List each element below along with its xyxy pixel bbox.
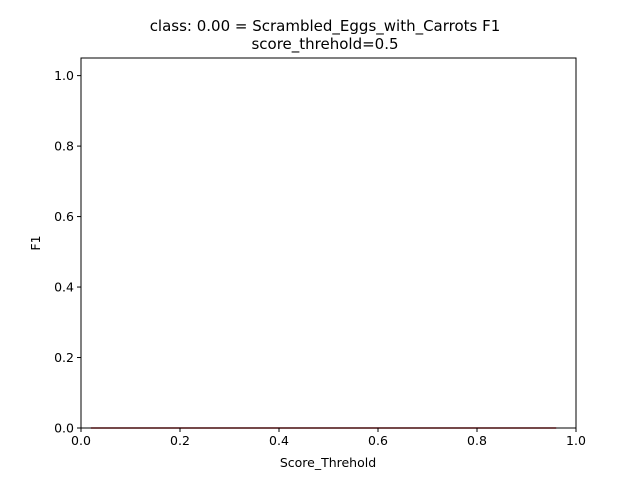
x-tick-label: 0.8: [467, 433, 487, 448]
x-tick-label: 0.2: [170, 433, 190, 448]
chart-title-line-2: score_threhold=0.5: [251, 35, 398, 54]
y-axis-label: F1: [28, 235, 43, 250]
x-tick-label: 1.0: [566, 433, 586, 448]
x-axis-label: Score_Threhold: [280, 455, 376, 470]
chart-title-line-1: class: 0.00 = Scrambled_Eggs_with_Carrot…: [150, 17, 501, 36]
y-tick-label: 1.0: [54, 68, 74, 83]
y-axis-ticks: 0.0 0.2 0.4 0.6 0.8 1.0: [54, 68, 81, 436]
y-tick-label: 0.8: [54, 139, 74, 154]
x-axis-ticks: 0.0 0.2 0.4 0.6 0.8 1.0: [71, 428, 586, 448]
y-tick-label: 0.0: [54, 421, 74, 436]
x-tick-label: 0.0: [71, 433, 91, 448]
x-tick-label: 0.4: [269, 433, 289, 448]
y-tick-label: 0.4: [54, 280, 74, 295]
axes-frame: [80, 57, 577, 429]
plot-area: 0.0 0.2 0.4 0.6 0.8 1.0 0.0 0.2 0.4 0.6 0.8 1.0: [54, 57, 586, 448]
y-tick-label: 0.6: [54, 209, 74, 224]
y-tick-label: 0.2: [54, 350, 74, 365]
x-tick-label: 0.6: [368, 433, 388, 448]
